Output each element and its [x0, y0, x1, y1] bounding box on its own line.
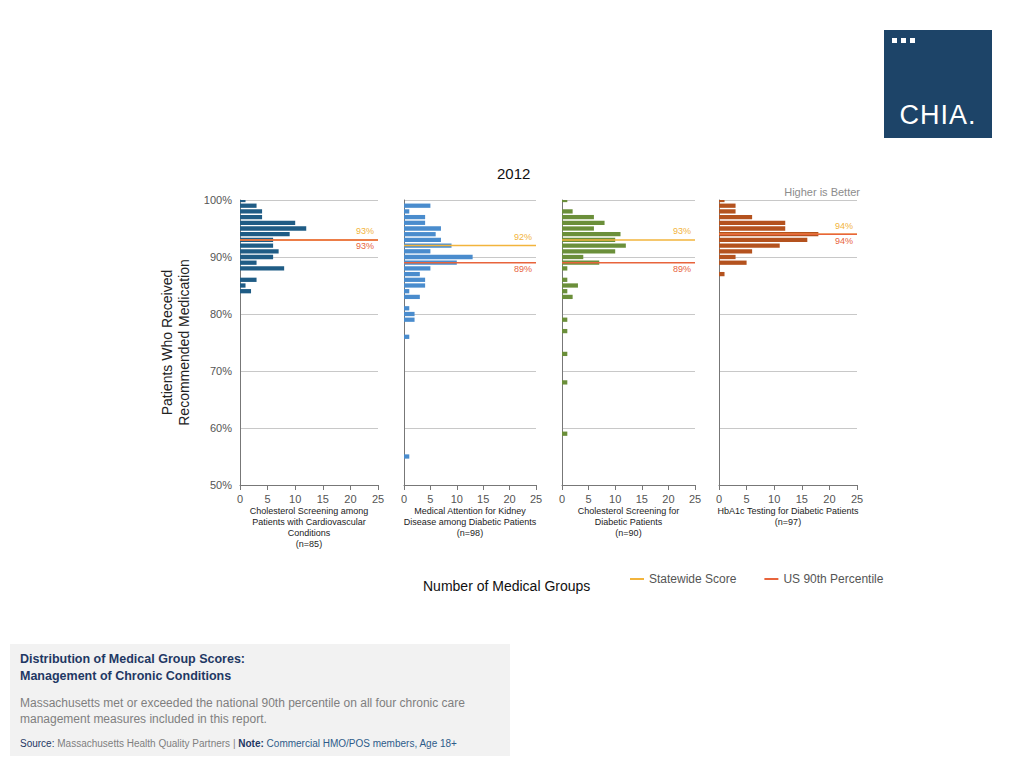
svg-text:25: 25 [530, 493, 542, 505]
svg-text:60%: 60% [210, 422, 232, 434]
html-text:Source: Massachusetts Health Q: Source: Massachusetts Health Quality Par… [20, 738, 457, 749]
svg-text:Diabetic Patients: Diabetic Patients [595, 517, 663, 527]
svg-text:93%: 93% [673, 226, 691, 236]
svg-text:0: 0 [559, 493, 565, 505]
svg-text:0: 0 [237, 493, 243, 505]
svg-text:0: 0 [716, 493, 722, 505]
html-text:Distribution of Medical Group: Distribution of Medical Group Scores: Ma… [20, 652, 245, 683]
svg-text:Conditions: Conditions [288, 528, 331, 538]
svg-text:Cholesterol Screening for: Cholesterol Screening for [578, 506, 680, 516]
svg-text:10: 10 [768, 493, 780, 505]
svg-text:100%: 100% [204, 194, 232, 206]
svg-text:Medical Attention for Kidney: Medical Attention for Kidney [414, 506, 526, 516]
svg-text:0: 0 [401, 493, 407, 505]
svg-text:15: 15 [636, 493, 648, 505]
svg-text:5: 5 [586, 493, 592, 505]
svg-text:25: 25 [851, 493, 863, 505]
svg-text:Patients with Cardiovascular: Patients with Cardiovascular [252, 517, 366, 527]
svg-text:92%: 92% [514, 232, 532, 242]
svg-text:93%: 93% [356, 241, 374, 251]
svg-text:90%: 90% [210, 251, 232, 263]
svg-text:Recommended Medication: Recommended Medication [176, 259, 192, 426]
svg-text:94%: 94% [835, 221, 853, 231]
svg-text:(n=97): (n=97) [775, 517, 801, 527]
svg-text:10: 10 [451, 493, 463, 505]
svg-text:15: 15 [317, 493, 329, 505]
svg-text:(n=85): (n=85) [296, 539, 322, 549]
svg-text:Higher is Better: Higher is Better [784, 186, 860, 198]
svg-text:25: 25 [689, 493, 701, 505]
svg-text:15: 15 [796, 493, 808, 505]
svg-text:5: 5 [427, 493, 433, 505]
svg-text:2012: 2012 [497, 165, 530, 182]
svg-text:20: 20 [662, 493, 674, 505]
svg-text:94%: 94% [835, 236, 853, 246]
svg-text:10: 10 [289, 493, 301, 505]
svg-text:10: 10 [609, 493, 621, 505]
html-text:Massachusetts met or exceeded: Massachusetts met or exceeded the nation… [20, 696, 465, 726]
svg-text:25: 25 [372, 493, 384, 505]
svg-text:89%: 89% [514, 264, 532, 274]
html-text:CHIA.: CHIA. [899, 100, 977, 130]
svg-text:20: 20 [344, 493, 356, 505]
svg-text:20: 20 [823, 493, 835, 505]
svg-text:(n=90): (n=90) [615, 528, 641, 538]
svg-text:80%: 80% [210, 308, 232, 320]
svg-text:20: 20 [503, 493, 515, 505]
svg-text:93%: 93% [356, 226, 374, 236]
svg-text:70%: 70% [210, 365, 232, 377]
svg-text:89%: 89% [673, 264, 691, 274]
svg-text:5: 5 [265, 493, 271, 505]
svg-text:50%: 50% [210, 479, 232, 491]
svg-text:15: 15 [477, 493, 489, 505]
svg-text:Patients Who Received: Patients Who Received [159, 270, 175, 416]
svg-text:Statewide Score: Statewide Score [649, 572, 737, 586]
svg-text:5: 5 [744, 493, 750, 505]
svg-text:Disease among Diabetic Patient: Disease among Diabetic Patients [404, 517, 537, 527]
svg-text:HbA1c Testing for Diabetic Pat: HbA1c Testing for Diabetic Patients [718, 506, 859, 516]
svg-text:Cholesterol Screening among: Cholesterol Screening among [250, 506, 369, 516]
svg-text:(n=98): (n=98) [457, 528, 483, 538]
svg-text:Number of Medical Groups: Number of Medical Groups [423, 578, 590, 594]
svg-text:US 90th Percentile: US 90th Percentile [783, 572, 883, 586]
